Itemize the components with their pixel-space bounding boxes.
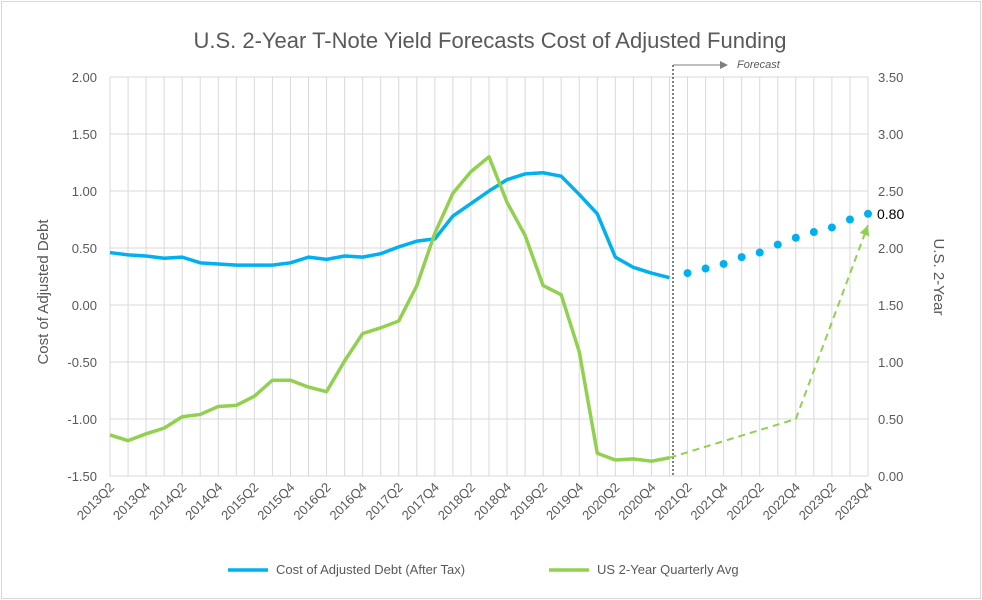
forecast-point xyxy=(809,228,818,237)
forecast-arrow-head xyxy=(720,61,728,69)
y-tick-label: -1.00 xyxy=(67,412,97,427)
series-line-cost-of-adjusted-debt-after-tax xyxy=(109,171,670,280)
forecast-point xyxy=(737,253,746,262)
legend: Cost of Adjusted Debt (After Tax) US 2-Y… xyxy=(228,562,739,577)
x-tick-label: 2020Q4 xyxy=(615,480,658,523)
y-tick-label: 1.00 xyxy=(72,184,97,199)
x-tick-label: 2014Q2 xyxy=(146,480,189,523)
x-tick-label: 2017Q2 xyxy=(363,480,406,523)
forecast-end-data-label: 0.80 xyxy=(877,206,904,222)
x-tick-label: 2021Q4 xyxy=(687,480,730,523)
forecast-marker: Forecast xyxy=(672,59,781,476)
forecast-point xyxy=(864,209,872,218)
y-tick-label: 0.50 xyxy=(72,241,97,256)
y2-tick-label: 3.00 xyxy=(878,127,903,142)
left-axis-ticks: 2.00 1.50 1.00 0.50 0.00 -0.50 -1.00 -1.50 xyxy=(67,70,97,484)
x-tick-label: 2019Q4 xyxy=(543,480,586,523)
series-line-us-2-year-quarterly-avg xyxy=(109,155,670,463)
x-tick-label: 2018Q2 xyxy=(435,480,478,523)
y2-tick-label: 1.00 xyxy=(878,355,903,370)
y2-tick-label: 3.50 xyxy=(878,70,903,85)
y2-tick-label: 0.00 xyxy=(878,469,903,484)
x-tick-label: 2016Q4 xyxy=(326,480,369,523)
x-tick-label: 2019Q2 xyxy=(507,480,550,523)
x-tick-label: 2021Q2 xyxy=(651,480,694,523)
y2-tick-label: 2.50 xyxy=(878,184,903,199)
forecast-point xyxy=(719,259,728,268)
forecast-label: Forecast xyxy=(737,59,781,71)
x-tick-label: 2015Q4 xyxy=(254,480,297,523)
x-axis-ticks: 2013Q22013Q42014Q22014Q42015Q22015Q42016… xyxy=(74,480,875,523)
left-axis-title: Cost of Adjusted Debt xyxy=(35,219,52,365)
forecast-point xyxy=(827,223,836,232)
legend-label-us-2-year: US 2-Year Quarterly Avg xyxy=(597,562,739,577)
x-tick-label: 2018Q4 xyxy=(471,480,514,523)
x-tick-label: 2023Q4 xyxy=(832,480,875,523)
y-tick-label: -0.50 xyxy=(67,355,97,370)
x-tick-label: 2013Q2 xyxy=(74,480,117,523)
x-tick-label: 2017Q4 xyxy=(399,480,442,523)
gridlines xyxy=(109,76,869,477)
y2-tick-label: 2.00 xyxy=(878,241,903,256)
x-tick-label: 2014Q4 xyxy=(182,480,225,523)
forecast-point xyxy=(773,240,782,249)
forecast-arrowhead xyxy=(859,225,870,237)
y-tick-label: -1.50 xyxy=(67,469,97,484)
series-layer xyxy=(109,155,872,463)
x-tick-label: 2023Q2 xyxy=(796,480,839,523)
forecast-point xyxy=(683,269,692,278)
x-tick-label: 2020Q2 xyxy=(579,480,622,523)
y-tick-label: 2.00 xyxy=(72,70,97,85)
forecast-point xyxy=(791,233,800,242)
y-tick-label: 0.00 xyxy=(72,298,97,313)
chart-title: U.S. 2-Year T-Note Yield Forecasts Cost … xyxy=(193,28,786,53)
x-tick-label: 2016Q2 xyxy=(290,480,333,523)
series-line-us-2-year-forecast xyxy=(669,224,869,459)
right-axis-title: U.S. 2-Year xyxy=(930,239,947,316)
x-tick-label: 2022Q4 xyxy=(760,480,803,523)
forecast-point xyxy=(755,248,764,257)
right-axis-ticks: 3.50 3.00 2.50 2.00 1.50 1.00 0.50 0.00 xyxy=(878,70,903,484)
x-tick-label: 2022Q2 xyxy=(724,480,767,523)
y-tick-label: 1.50 xyxy=(72,127,97,142)
x-tick-label: 2015Q2 xyxy=(218,480,261,523)
y2-tick-label: 1.50 xyxy=(878,298,903,313)
y2-tick-label: 0.50 xyxy=(878,412,903,427)
forecast-point xyxy=(701,264,710,273)
forecast-point xyxy=(845,215,854,224)
x-tick-label: 2013Q4 xyxy=(110,480,153,523)
legend-label-cost-of-adjusted-debt: Cost of Adjusted Debt (After Tax) xyxy=(276,562,465,577)
